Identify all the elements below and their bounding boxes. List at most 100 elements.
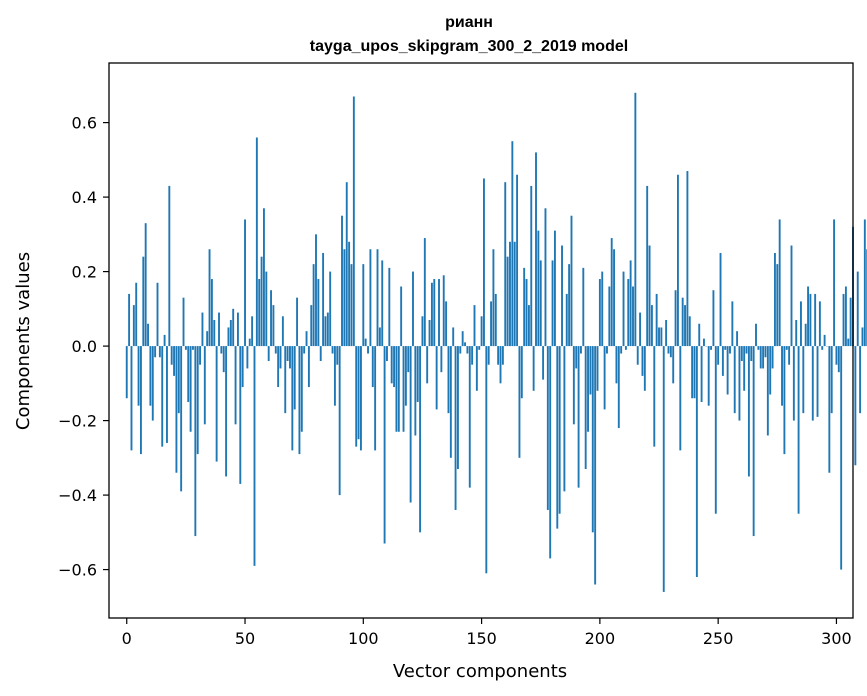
- bar: [506, 256, 509, 347]
- bar: [369, 249, 372, 347]
- bar: [707, 346, 710, 406]
- bar: [830, 346, 833, 414]
- bar: [343, 249, 346, 347]
- bar: [135, 282, 138, 347]
- bar: [721, 346, 724, 376]
- bar: [620, 346, 623, 354]
- bar: [802, 346, 805, 414]
- bar: [421, 316, 424, 347]
- bar: [333, 346, 336, 406]
- bar: [509, 241, 511, 347]
- bar: [757, 346, 760, 350]
- bar: [556, 346, 559, 529]
- bar: [584, 346, 587, 470]
- bar: [771, 346, 774, 369]
- bar: [393, 346, 396, 388]
- bar: [549, 346, 552, 559]
- bar: [284, 346, 287, 414]
- bar: [797, 346, 800, 514]
- x-tick-label: 150: [466, 629, 497, 648]
- bar: [535, 152, 537, 347]
- bar: [809, 293, 812, 347]
- bar: [163, 334, 166, 347]
- bar: [187, 346, 190, 402]
- bar: [445, 301, 448, 347]
- bar: [132, 305, 135, 347]
- bar: [454, 346, 457, 510]
- bar: [374, 346, 377, 451]
- bar: [854, 346, 857, 466]
- x-tick-label: 300: [821, 629, 852, 648]
- bar: [818, 301, 821, 347]
- bar: [641, 346, 644, 376]
- bar: [672, 346, 675, 384]
- bar: [859, 346, 862, 414]
- bar: [177, 346, 180, 414]
- bar: [650, 305, 653, 347]
- bar: [724, 346, 727, 350]
- bar: [144, 223, 147, 347]
- bar: [210, 279, 213, 347]
- bar: [258, 279, 261, 347]
- bar: [400, 286, 403, 347]
- bar: [137, 346, 140, 406]
- bar: [419, 346, 422, 533]
- bar: [669, 346, 672, 358]
- bar: [698, 323, 701, 347]
- bar: [326, 312, 329, 347]
- y-tick-label: 0.0: [72, 337, 97, 356]
- bar: [577, 346, 580, 488]
- bar: [390, 346, 393, 384]
- bar: [710, 346, 712, 350]
- bar: [729, 346, 731, 354]
- bar: [617, 346, 620, 429]
- bar: [203, 346, 206, 425]
- bar: [206, 331, 209, 347]
- bar: [501, 346, 504, 365]
- bar: [170, 346, 173, 365]
- bar: [409, 346, 412, 503]
- bar: [563, 346, 566, 492]
- bar: [402, 346, 405, 432]
- bar: [837, 346, 840, 373]
- bar: [527, 305, 530, 347]
- bar: [341, 215, 343, 347]
- bar: [253, 346, 256, 566]
- bar: [580, 346, 582, 354]
- bar: [525, 279, 528, 347]
- bar: [149, 346, 152, 406]
- bar: [719, 252, 722, 347]
- bar: [717, 346, 720, 365]
- bar: [182, 297, 185, 347]
- bar: [305, 331, 308, 347]
- bar: [440, 346, 443, 373]
- bar: [572, 346, 575, 425]
- bar: [317, 279, 320, 347]
- bar: [360, 346, 362, 451]
- bar: [234, 346, 237, 425]
- bar: [662, 346, 665, 592]
- bar: [464, 342, 466, 347]
- bar: [750, 346, 753, 361]
- bar: [300, 346, 303, 432]
- bar: [674, 290, 677, 347]
- bar: [811, 346, 814, 421]
- bar: [667, 346, 670, 354]
- bar: [622, 271, 625, 347]
- x-axis-ticks: 0 50 100 150 200 250 300: [122, 618, 852, 648]
- bar: [537, 230, 540, 347]
- bar: [473, 305, 476, 347]
- x-tick-label: 50: [235, 629, 255, 648]
- x-tick-label: 250: [703, 629, 734, 648]
- bar: [485, 346, 488, 574]
- bar: [244, 219, 246, 347]
- bar: [168, 185, 171, 347]
- bar: [783, 346, 786, 455]
- bar: [324, 316, 327, 347]
- x-tick-label: 100: [348, 629, 379, 648]
- bar: [229, 320, 232, 347]
- bar: [833, 219, 836, 347]
- bar: [598, 279, 601, 347]
- bar: [296, 297, 299, 347]
- bar: [759, 346, 762, 369]
